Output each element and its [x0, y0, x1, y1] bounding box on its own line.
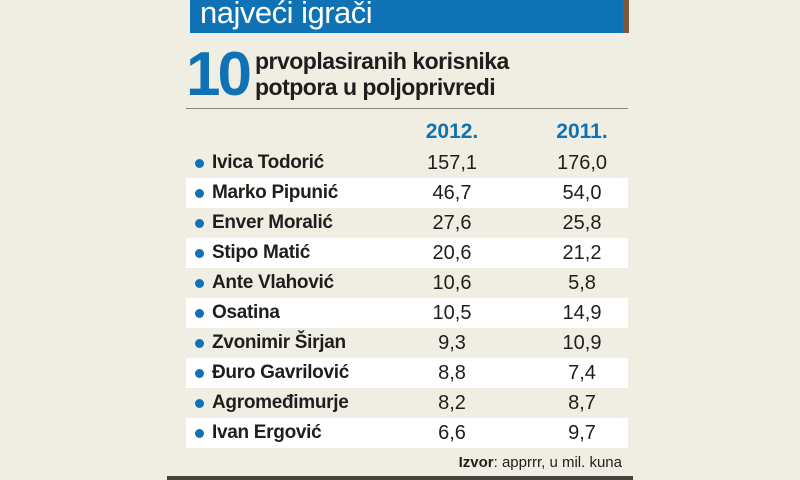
beneficiary-name: Ante Vlahović: [212, 272, 334, 293]
value-2012: 20,6: [432, 242, 472, 264]
table-row: Ante Vlahović 10,6 5,8: [186, 268, 628, 298]
value-2011: 176,0: [556, 152, 608, 174]
column-header-2011: 2011.: [556, 120, 608, 143]
beneficiary-name: Ivica Todorić: [212, 152, 324, 173]
subtitle-line-1: prvoplasiranih korisnika: [254, 48, 509, 74]
value-2011: 25,8: [562, 212, 602, 234]
table-row: Osatina 10,5 14,9: [186, 298, 628, 328]
value-2012: 8,8: [438, 362, 466, 384]
value-2012: 157,1: [426, 152, 478, 174]
table-row: Zvonimir Širjan 9,3 10,9: [186, 328, 628, 358]
bullet-icon: [195, 219, 204, 228]
bullet-icon: [195, 159, 204, 168]
source-note: Izvor: apprrr, u mil. kuna: [186, 454, 622, 471]
table-row: Ivan Ergović 6,6 9,7: [186, 418, 628, 448]
source-text: : apprrr, u mil. kuna: [493, 454, 622, 471]
beneficiary-name: Stipo Matić: [212, 242, 311, 263]
table-body: Ivica Todorić 157,1 176,0 Marko Pipunić 46,7…: [186, 148, 628, 448]
beneficiary-name: Marko Pipunić: [212, 182, 338, 203]
table-row: Stipo Matić 20,6 21,2: [186, 238, 628, 268]
bullet-icon: [195, 249, 204, 258]
value-2011: 9,7: [568, 422, 596, 444]
bullet-icon: [195, 189, 204, 198]
subtitle: prvoplasiranih korisnika potpora u poljo…: [255, 48, 509, 100]
value-2012: 8,2: [438, 392, 466, 414]
bullet-icon: [195, 279, 204, 288]
beneficiary-name: Enver Moralić: [212, 212, 333, 233]
value-2012: 10,5: [432, 302, 472, 324]
beneficiary-name: Agromeđimurje: [212, 392, 349, 413]
value-2011: 8,7: [568, 392, 596, 414]
column-header-2012: 2012.: [425, 120, 479, 143]
value-2011: 10,9: [562, 332, 602, 354]
table-row: Đuro Gavrilović 8,8 7,4: [186, 358, 628, 388]
table-row: Marko Pipunić 46,7 54,0: [186, 178, 628, 208]
value-2011: 21,2: [562, 242, 602, 264]
bullet-icon: [195, 339, 204, 348]
table-column-headers: 2012. 2011.: [186, 120, 628, 146]
source-label: Izvor: [458, 454, 494, 471]
bullet-icon: [195, 399, 204, 408]
bullet-icon: [195, 309, 204, 318]
value-2012: 9,3: [438, 332, 466, 354]
value-2011: 54,0: [562, 182, 602, 204]
beneficiary-name: Đuro Gavrilović: [212, 362, 349, 383]
value-2011: 5,8: [568, 272, 596, 294]
divider-rule: [186, 108, 628, 109]
value-2011: 7,4: [568, 362, 596, 384]
bullet-icon: [195, 369, 204, 378]
table-row: Agromeđimurje 8,2 8,7: [186, 388, 628, 418]
beneficiary-name: Osatina: [212, 302, 280, 323]
big-number: 10: [186, 40, 252, 109]
table-row: Enver Moralić 27,6 25,8: [186, 208, 628, 238]
bullet-icon: [195, 429, 204, 438]
value-2012: 6,6: [438, 422, 466, 444]
title-bar: najveći igrači: [190, 0, 629, 33]
bottom-edge-bar: [167, 476, 633, 480]
subtitle-line-2: potpora u poljoprivredi: [254, 74, 496, 100]
value-2011: 14,9: [562, 302, 602, 324]
beneficiary-name: Zvonimir Širjan: [212, 332, 346, 353]
table-row: Ivica Todorić 157,1 176,0: [186, 148, 628, 178]
lead-block: 10 prvoplasiranih korisnika potpora u po…: [186, 42, 628, 108]
page-title: najveći igrači: [200, 0, 373, 30]
value-2012: 46,7: [432, 182, 472, 204]
value-2012: 27,6: [432, 212, 472, 234]
value-2012: 10,6: [432, 272, 472, 294]
beneficiary-name: Ivan Ergović: [212, 422, 322, 443]
